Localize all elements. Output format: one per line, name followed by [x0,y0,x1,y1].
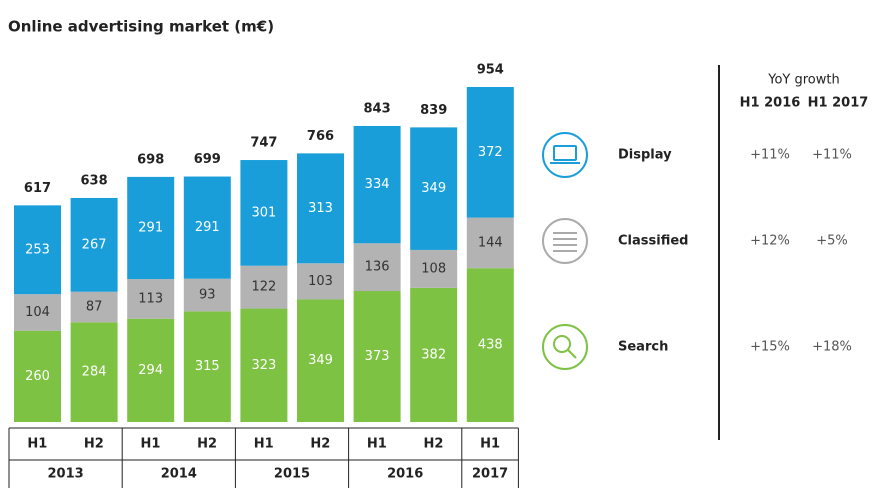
growth-column: H1 2017 [808,96,869,111]
group-label: 2014 [161,467,197,482]
bar-segment [14,294,61,331]
value-label: 103 [308,274,333,289]
bar-segment [70,322,118,422]
chart-title: Online advertising market (m€) [8,18,274,36]
total-label: 698 [137,152,164,167]
bar-segment [127,318,175,422]
x-tick-label: H1 [480,437,500,452]
bar-segment [127,176,175,280]
legend-label: Search [618,340,668,355]
value-label: 284 [82,365,107,380]
value-label: 334 [365,177,390,192]
x-tick-label: H2 [424,437,444,452]
value-label: 93 [199,288,216,303]
total-label: 766 [307,129,334,144]
value-label: 113 [138,291,163,306]
value-label: 294 [138,363,163,378]
group-label: 2016 [387,467,423,482]
x-tick-label: H1 [141,437,161,452]
value-label: 267 [82,237,107,252]
classified-icon [542,218,588,264]
growth-value: +15% [750,340,790,355]
x-tick-label: H2 [197,437,217,452]
bar-segment [14,205,61,295]
bar-segment [14,330,61,422]
value-label: 144 [478,235,503,250]
growth-value: +5% [816,234,848,249]
bar-segment [410,127,458,250]
value-label: 373 [365,349,390,364]
bar-segment [353,291,401,422]
bar-segment [410,249,458,288]
total-label: 699 [194,152,221,167]
total-label: 843 [364,101,391,116]
value-label: 301 [251,205,276,220]
value-label: 438 [478,338,503,353]
group-label: 2017 [472,467,508,482]
bar-segment [466,87,514,218]
x-tick-label: H2 [310,437,330,452]
bar-segment [466,217,514,269]
bar-segment [297,263,344,300]
value-label: 253 [25,242,50,257]
total-label: 638 [81,173,108,188]
legend-label: Display [618,148,672,163]
growth-value: +11% [750,148,790,163]
value-label: 122 [251,280,276,295]
bar-segment [410,287,458,422]
bar-segment [183,278,231,312]
value-label: 260 [25,369,50,384]
value-label: 323 [251,358,276,373]
value-label: 87 [86,299,103,314]
bar-segment [70,291,118,323]
bar-segment [240,160,288,266]
bar-segment [127,279,175,319]
x-tick-label: H1 [27,437,47,452]
value-label: 372 [478,145,503,160]
value-label: 108 [421,261,446,276]
value-label: 313 [308,201,333,216]
bar-segment [353,125,401,244]
group-label: 2015 [274,467,310,482]
bar-segment [183,176,231,279]
search-icon [542,324,588,370]
total-label: 617 [24,181,51,196]
value-label: 349 [308,353,333,368]
bar-segment [240,265,288,309]
growth-value: +12% [750,234,790,249]
total-label: 954 [477,63,504,78]
growth-value: +18% [812,340,852,355]
value-label: 382 [421,347,446,362]
value-label: 349 [421,181,446,196]
x-tick-label: H2 [84,437,104,452]
value-label: 315 [195,359,220,374]
value-label: 136 [365,260,390,275]
bar-segment [353,243,401,292]
value-label: 291 [195,220,220,235]
total-label: 747 [250,136,277,151]
bar-segment [70,197,118,292]
growth-value: +11% [812,148,852,163]
x-tick-label: H1 [367,437,387,452]
bar-segment [297,153,344,264]
growth-title: YoY growth [767,73,839,88]
bar-segment [183,311,231,422]
growth-column: H1 2016 [740,96,801,111]
x-tick-label: H1 [254,437,274,452]
legend-label: Classified [618,234,688,249]
bar-segment [297,299,344,422]
group-label: 2013 [48,467,84,482]
bar-segment [240,308,288,422]
total-label: 839 [420,103,447,118]
value-label: 104 [25,305,50,320]
bar-segment [466,268,514,422]
display-icon [542,132,588,178]
value-label: 291 [138,220,163,235]
